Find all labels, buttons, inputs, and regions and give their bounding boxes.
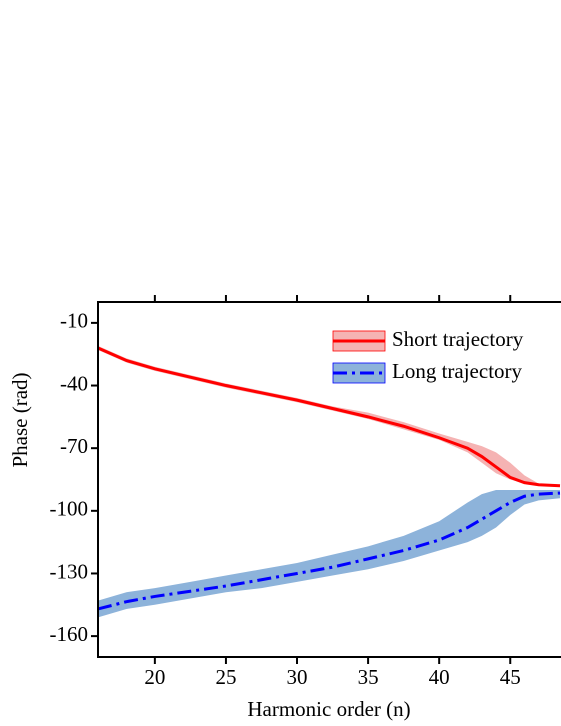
y-tick-label: -70 bbox=[60, 434, 88, 458]
x-tick-label: 20 bbox=[144, 665, 165, 689]
y-tick-label: -10 bbox=[60, 309, 88, 333]
y-axis-label: Phase (rad) bbox=[8, 372, 32, 467]
legend-label: Long trajectory bbox=[392, 359, 523, 383]
line bbox=[97, 346, 561, 488]
y-tick-label: -130 bbox=[50, 559, 89, 583]
legend-label: Short trajectory bbox=[392, 327, 524, 351]
x-tick-label: 30 bbox=[287, 665, 308, 689]
plot-frame bbox=[97, 301, 561, 658]
band bbox=[98, 489, 560, 618]
x-tick-label: 35 bbox=[358, 665, 379, 689]
x-tick-label: 45 bbox=[500, 665, 521, 689]
x-tick-label: 40 bbox=[429, 665, 450, 689]
y-tick-label: -40 bbox=[60, 371, 88, 395]
line bbox=[97, 491, 561, 611]
y-tick-label: -160 bbox=[50, 622, 89, 646]
x-axis-label: Harmonic order (n) bbox=[247, 697, 410, 721]
y-tick-label: -100 bbox=[50, 497, 89, 521]
x-tick-label: 25 bbox=[215, 665, 236, 689]
